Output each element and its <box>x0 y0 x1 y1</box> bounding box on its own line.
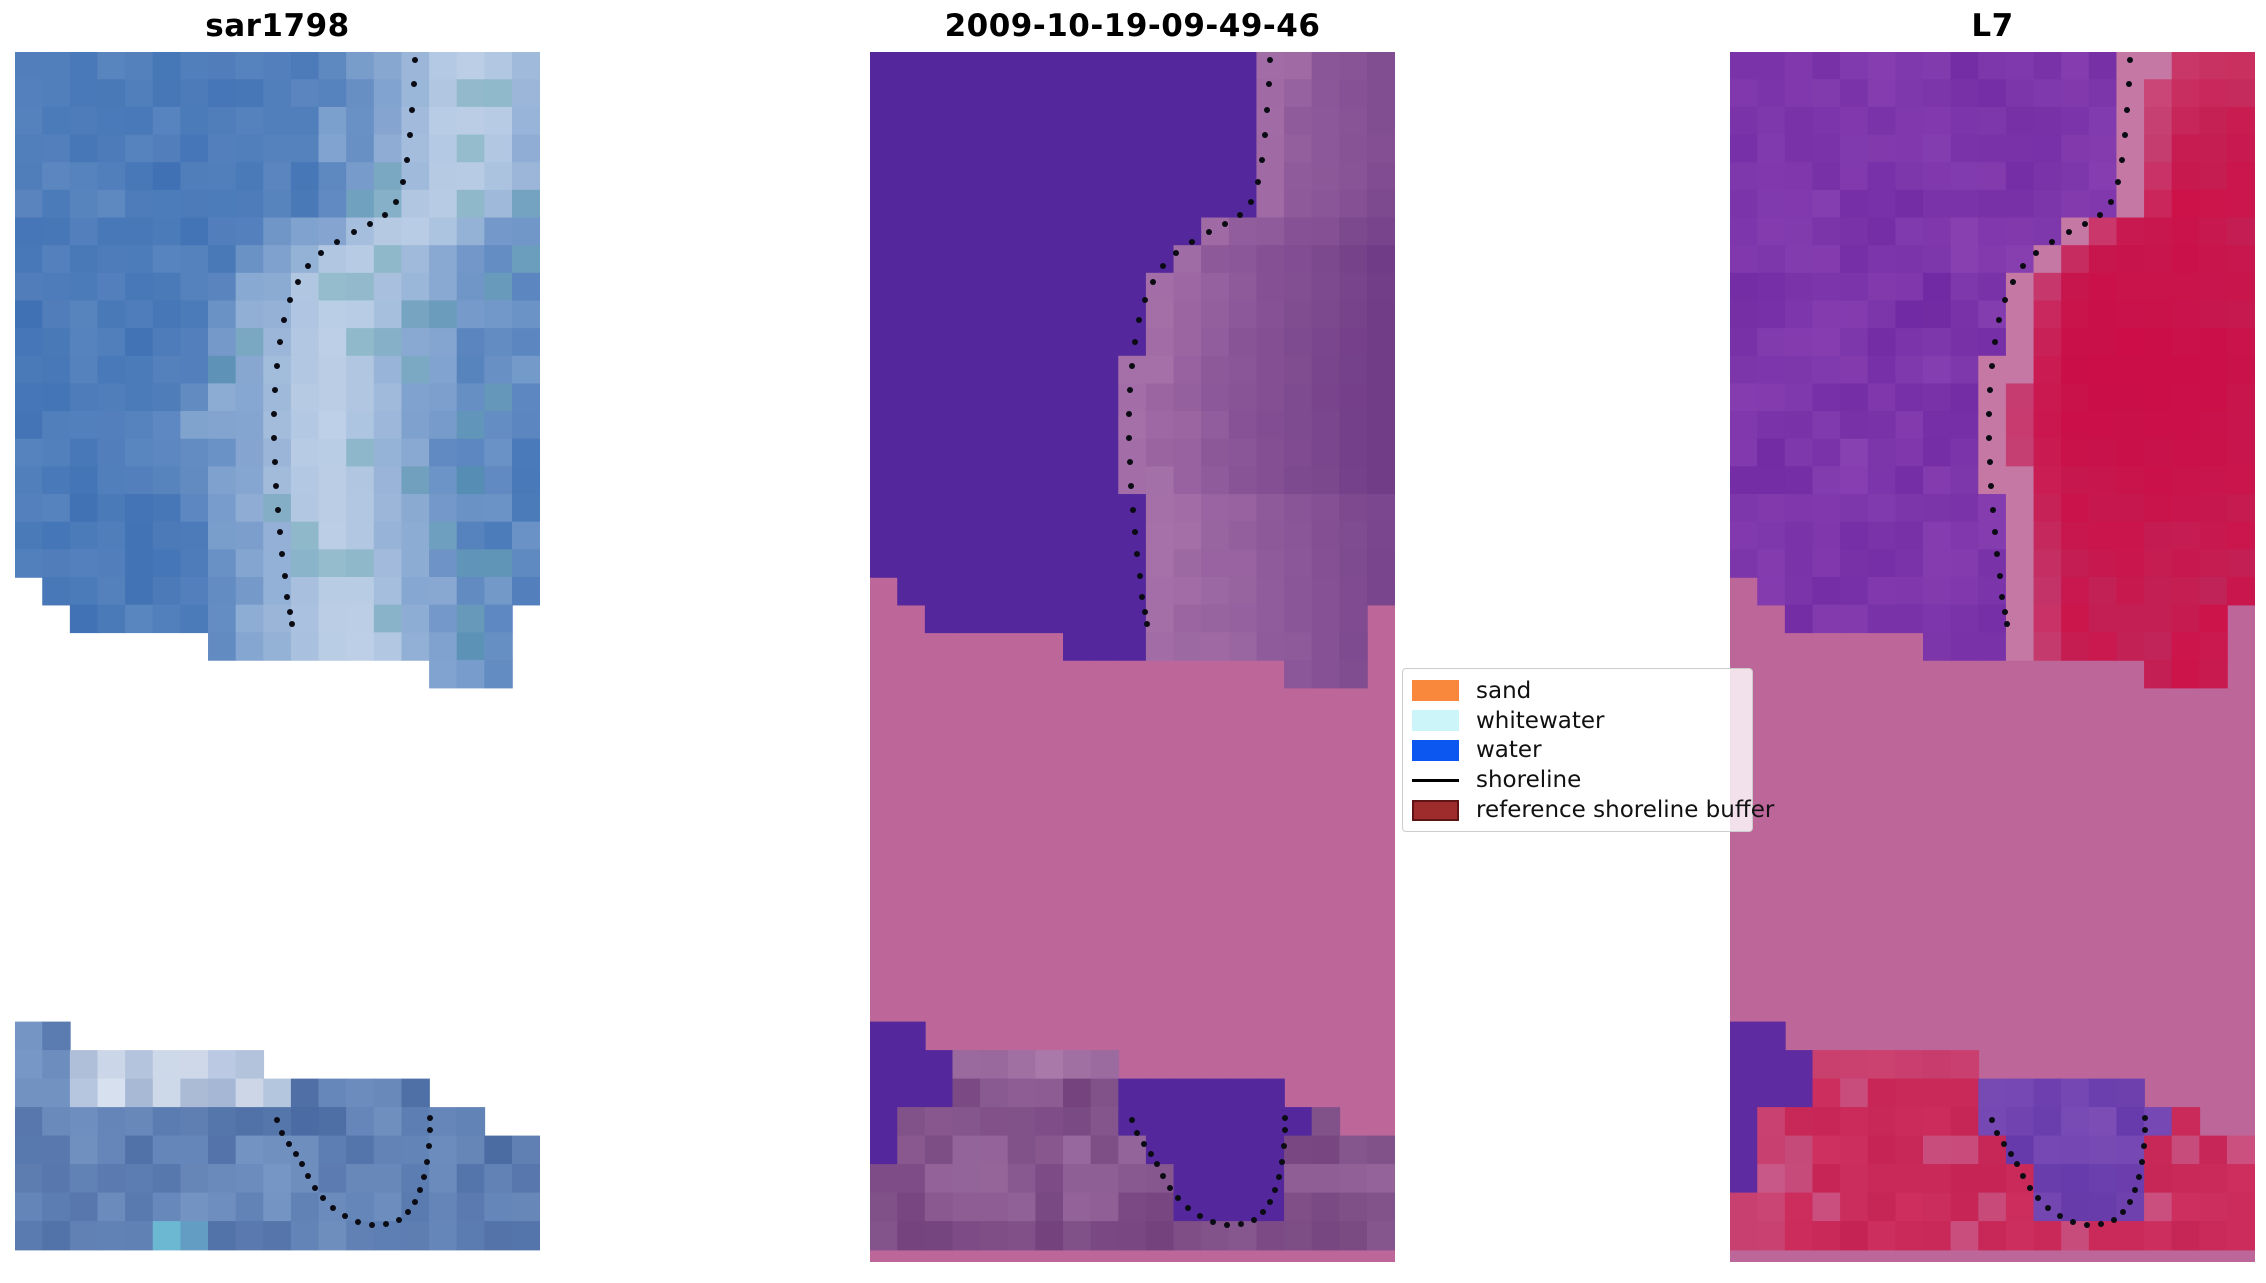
legend-color-swatch <box>1412 710 1459 732</box>
panel-title-sar1798: sar1798 <box>205 8 350 44</box>
shoreline-dots <box>1986 57 2148 1228</box>
legend-item-shoreline: shoreline <box>1412 765 1742 795</box>
shoreline-dots <box>1126 57 1288 1228</box>
panel-image-classified <box>870 52 1395 1262</box>
shoreline-dots <box>271 57 433 1228</box>
pixel-grid-bottom <box>870 1021 1395 1251</box>
legend-color-swatch <box>1412 680 1459 702</box>
legend-label: whitewater <box>1476 707 1605 734</box>
pixel-grid-bottom <box>1730 1021 2255 1251</box>
panel-image-l7 <box>1730 52 2255 1262</box>
legend-label: reference shoreline buffer <box>1476 797 1775 824</box>
panel-image-sar1798 <box>15 52 540 1251</box>
legend-item-water: water <box>1412 736 1742 766</box>
legend-item-reference-shoreline-buffer: reference shoreline buffer <box>1412 795 1774 825</box>
pixel-grid-top <box>870 52 1395 689</box>
legend-item-whitewater: whitewater <box>1412 706 1742 736</box>
pixel-grid-top <box>15 52 540 689</box>
legend-color-swatch <box>1412 739 1459 761</box>
legend-color-swatch <box>1412 799 1459 821</box>
legend-line-swatch <box>1412 778 1459 783</box>
pixel-grid-top <box>1730 52 2255 689</box>
legend-label: sand <box>1476 677 1532 704</box>
legend: sand whitewater water shoreline reference sh… <box>1402 668 1774 832</box>
pixel-grid-bottom <box>15 1021 540 1251</box>
panel-title-classified: 2009-10-19-09-49-46 <box>944 8 1321 44</box>
legend-item-sand: sand <box>1412 676 1742 706</box>
panel-title-l7: L7 <box>1971 8 2014 44</box>
legend-label: shoreline <box>1476 767 1582 794</box>
legend-label: water <box>1476 737 1542 764</box>
